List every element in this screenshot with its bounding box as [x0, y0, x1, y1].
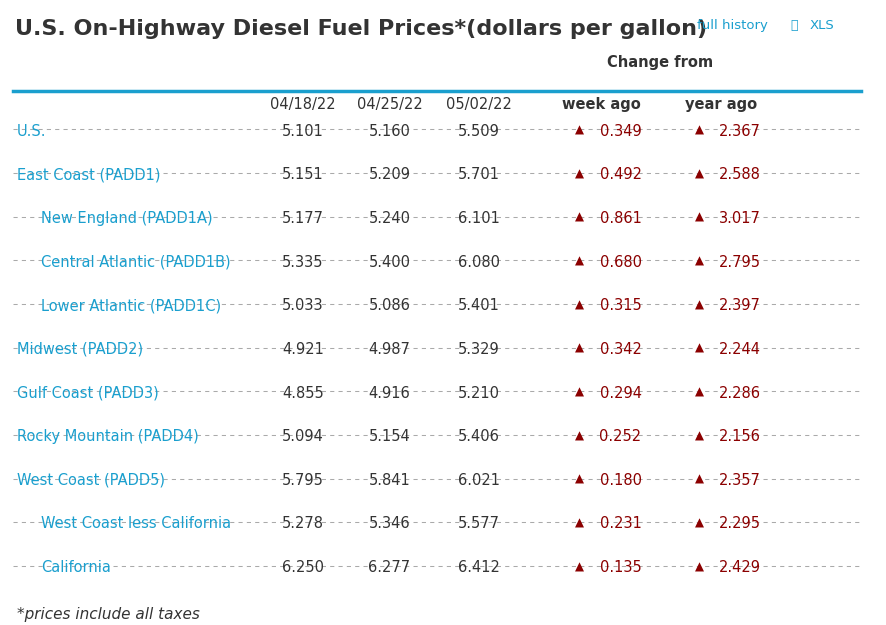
Text: 5.401: 5.401: [457, 298, 499, 313]
Text: 5.278: 5.278: [282, 516, 323, 531]
Text: California: California: [42, 560, 111, 575]
Text: 5.841: 5.841: [368, 473, 410, 488]
Text: 5.509: 5.509: [457, 124, 499, 139]
Text: 4.916: 4.916: [368, 386, 410, 401]
Text: year ago: year ago: [684, 97, 756, 112]
Text: Lower Atlantic (PADD1C): Lower Atlantic (PADD1C): [42, 298, 222, 313]
Text: 5.240: 5.240: [368, 211, 410, 226]
Text: ▲: ▲: [694, 473, 703, 486]
Text: ▲: ▲: [575, 124, 584, 137]
Text: 2.367: 2.367: [719, 124, 760, 139]
Text: 5.094: 5.094: [282, 429, 323, 444]
Text: 0.492: 0.492: [599, 168, 641, 182]
Text: West Coast (PADD5): West Coast (PADD5): [17, 473, 165, 488]
Text: 5.335: 5.335: [282, 254, 323, 269]
Text: 5.151: 5.151: [282, 168, 323, 182]
Text: 5.101: 5.101: [282, 124, 323, 139]
Text: 2.795: 2.795: [719, 254, 760, 269]
Text: ▲: ▲: [694, 168, 703, 181]
Text: ▲: ▲: [575, 386, 584, 399]
Text: 2.588: 2.588: [719, 168, 760, 182]
Text: ▲: ▲: [694, 386, 703, 399]
Text: full history: full history: [696, 19, 766, 32]
Text: 5.701: 5.701: [457, 168, 499, 182]
Text: 05/02/22: 05/02/22: [445, 97, 511, 112]
Text: 5.209: 5.209: [368, 168, 410, 182]
Text: 5.154: 5.154: [368, 429, 410, 444]
Text: ▲: ▲: [694, 560, 703, 573]
Text: ▲: ▲: [575, 473, 584, 486]
Text: 5.400: 5.400: [368, 254, 410, 269]
Text: ▲: ▲: [575, 429, 584, 442]
Text: 0.180: 0.180: [599, 473, 641, 488]
Text: 2.357: 2.357: [719, 473, 760, 488]
Text: Midwest (PADD2): Midwest (PADD2): [17, 342, 144, 357]
Text: Rocky Mountain (PADD4): Rocky Mountain (PADD4): [17, 429, 198, 444]
Text: ▲: ▲: [694, 342, 703, 355]
Text: 0.861: 0.861: [599, 211, 641, 226]
Text: 6.080: 6.080: [457, 254, 499, 269]
Text: 2.156: 2.156: [719, 429, 760, 444]
Text: East Coast (PADD1): East Coast (PADD1): [17, 168, 160, 182]
Text: ▲: ▲: [694, 124, 703, 137]
Text: ▲: ▲: [694, 298, 703, 311]
Text: ▲: ▲: [575, 560, 584, 573]
Text: U.S.: U.S.: [17, 124, 47, 139]
Text: 0.252: 0.252: [599, 429, 641, 444]
Text: 5.160: 5.160: [368, 124, 410, 139]
Text: 5.577: 5.577: [457, 516, 499, 531]
Text: 04/25/22: 04/25/22: [356, 97, 422, 112]
Text: 6.250: 6.250: [282, 560, 323, 575]
Text: ▲: ▲: [575, 298, 584, 311]
Text: 6.412: 6.412: [457, 560, 499, 575]
Text: ▲: ▲: [575, 168, 584, 181]
Text: 2.286: 2.286: [719, 386, 760, 401]
Text: 4.987: 4.987: [368, 342, 410, 357]
Text: 2.244: 2.244: [719, 342, 760, 357]
Text: U.S. On-Highway Diesel Fuel Prices*(dollars per gallon): U.S. On-Highway Diesel Fuel Prices*(doll…: [14, 19, 706, 39]
Text: 5.177: 5.177: [282, 211, 323, 226]
Text: Central Atlantic (PADD1B): Central Atlantic (PADD1B): [42, 254, 230, 269]
Text: week ago: week ago: [562, 97, 641, 112]
Text: 5.406: 5.406: [457, 429, 499, 444]
Text: 5.795: 5.795: [282, 473, 323, 488]
Text: ▲: ▲: [694, 211, 703, 224]
Text: 2.295: 2.295: [719, 516, 760, 531]
Text: 0.342: 0.342: [599, 342, 641, 357]
Text: 📄: 📄: [789, 19, 797, 32]
Text: 5.033: 5.033: [282, 298, 323, 313]
Text: ▲: ▲: [575, 516, 584, 529]
Text: New England (PADD1A): New England (PADD1A): [42, 211, 213, 226]
Text: 5.210: 5.210: [457, 386, 499, 401]
Text: 0.294: 0.294: [599, 386, 641, 401]
Text: ▲: ▲: [575, 254, 584, 268]
Text: 5.086: 5.086: [368, 298, 410, 313]
Text: ▲: ▲: [694, 429, 703, 442]
Text: 2.397: 2.397: [719, 298, 760, 313]
Text: 0.135: 0.135: [599, 560, 641, 575]
Text: 6.277: 6.277: [368, 560, 410, 575]
Text: 5.329: 5.329: [457, 342, 499, 357]
Text: ▲: ▲: [575, 211, 584, 224]
Text: Change from: Change from: [607, 55, 712, 70]
Text: 2.429: 2.429: [719, 560, 760, 575]
Text: ▲: ▲: [694, 254, 703, 268]
Text: West Coast less California: West Coast less California: [42, 516, 231, 531]
Text: ▲: ▲: [575, 342, 584, 355]
Text: 6.021: 6.021: [457, 473, 499, 488]
Text: XLS: XLS: [808, 19, 833, 32]
Text: 04/18/22: 04/18/22: [269, 97, 335, 112]
Text: Gulf Coast (PADD3): Gulf Coast (PADD3): [17, 386, 159, 401]
Text: 5.346: 5.346: [369, 516, 409, 531]
Text: 0.349: 0.349: [599, 124, 641, 139]
Text: 0.680: 0.680: [599, 254, 641, 269]
Text: 0.231: 0.231: [599, 516, 641, 531]
Text: 6.101: 6.101: [457, 211, 499, 226]
Text: ▲: ▲: [694, 516, 703, 529]
Text: 4.855: 4.855: [282, 386, 323, 401]
Text: 0.315: 0.315: [599, 298, 641, 313]
Text: *prices include all taxes: *prices include all taxes: [17, 607, 200, 622]
Text: 4.921: 4.921: [282, 342, 323, 357]
Text: 3.017: 3.017: [719, 211, 760, 226]
